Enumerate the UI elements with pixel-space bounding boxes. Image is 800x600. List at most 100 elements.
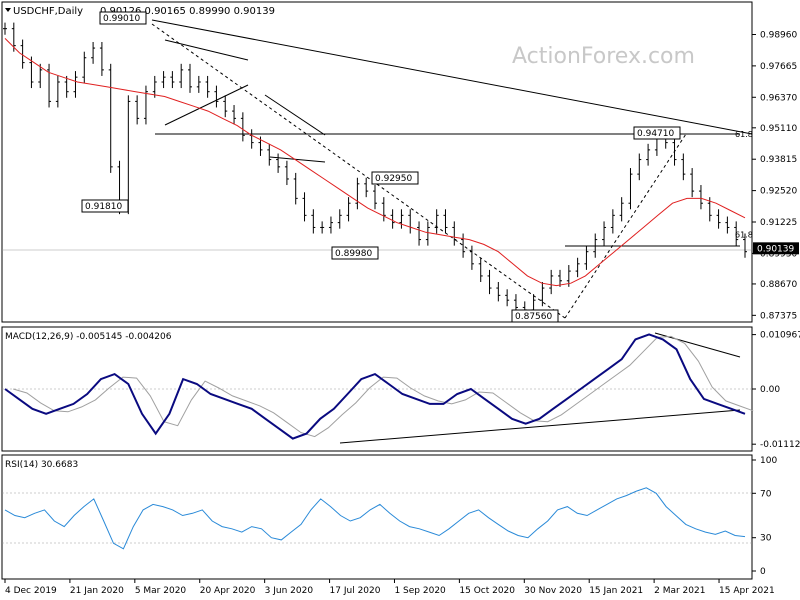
last-price-label: 0.90139 — [757, 244, 794, 254]
price-bar — [496, 282, 501, 302]
price-bar — [170, 71, 175, 89]
price-bar — [373, 185, 377, 210]
price-bar — [610, 209, 615, 234]
x-tick-label: 3 Jun 2020 — [265, 586, 314, 596]
rsi-panel-frame — [1, 454, 753, 580]
price-bar — [549, 269, 554, 295]
price-bar — [584, 245, 589, 270]
price-tick-label: 0.98960 — [760, 30, 797, 40]
price-bar — [540, 282, 545, 307]
price-bar — [452, 221, 457, 246]
price-tick-label: 0.88670 — [760, 280, 797, 290]
price-bar — [734, 221, 739, 246]
price-bar — [311, 209, 316, 234]
price-bar — [99, 42, 104, 76]
price-bar — [29, 56, 34, 89]
price-bar — [602, 221, 607, 246]
x-tick-label: 15 Jan 2021 — [589, 586, 643, 596]
level-annotation: 0.92950 — [371, 171, 419, 185]
price-bar — [487, 269, 492, 295]
price-bar — [417, 221, 422, 246]
price-bar — [179, 63, 184, 89]
x-tick-label: 4 Dec 2019 — [5, 586, 57, 596]
price-tick-label: 0.92520 — [760, 187, 797, 197]
triangle-upper-line — [164, 39, 249, 61]
price-panel-frame — [1, 1, 753, 323]
price-bar — [478, 257, 483, 282]
price-bar — [276, 153, 281, 173]
price-bar — [240, 112, 245, 142]
svg-text:0.89980: 0.89980 — [335, 249, 372, 259]
price-bar — [135, 95, 140, 125]
price-tick-label: 0.97665 — [760, 62, 797, 72]
price-bar — [293, 172, 298, 205]
price-bar — [637, 153, 642, 181]
price-bar — [461, 233, 466, 258]
x-tick-label: 15 Oct 2020 — [459, 586, 515, 596]
price-bar — [381, 197, 386, 222]
price-bar — [320, 221, 325, 234]
price-annotations: 0.99010 0.91810 0.92950 0.89980 0.87560 0.947… — [81, 11, 753, 323]
moving-average-line — [4, 38, 746, 287]
price-bar — [223, 95, 228, 118]
price-bar — [364, 177, 369, 198]
level-annotation: 0.99010 — [99, 11, 147, 25]
dropdown-triangle-icon[interactable] — [5, 8, 11, 12]
rsi-line — [4, 487, 746, 550]
price-bar — [284, 160, 289, 186]
price-bar — [434, 209, 439, 234]
price-bar — [725, 216, 730, 234]
svg-text:0.94710: 0.94710 — [637, 129, 674, 139]
price-bar — [38, 63, 43, 89]
wedge-lower-line — [269, 156, 326, 163]
price-bar — [73, 71, 78, 98]
price-bar — [161, 71, 166, 89]
x-tick-label: 30 Nov 2020 — [524, 586, 582, 596]
level-annotation: 0.87560 — [511, 309, 559, 323]
long-downtrend-line — [151, 19, 753, 135]
price-bar — [575, 257, 580, 278]
price-tick-label: 0.95110 — [760, 124, 797, 134]
price-bar — [390, 209, 395, 229]
price-bar — [55, 75, 60, 108]
price-bar — [82, 51, 87, 84]
price-bar — [337, 209, 342, 229]
price-bar — [443, 209, 448, 234]
wedge-upper-line — [264, 94, 326, 136]
symbol-label: USDCHF,Daily — [13, 6, 83, 17]
price-bar — [698, 185, 703, 210]
dashed-channel-up[interactable] — [564, 133, 687, 319]
price-axis: 0.98960 0.97665 0.96370 0.95110 0.93815 0.925… — [752, 30, 799, 321]
x-tick-label: 15 Apr 2021 — [719, 586, 775, 596]
x-tick-label: 2 Mar 2021 — [654, 586, 705, 596]
price-bar — [64, 75, 69, 98]
dashed-channel-down[interactable] — [151, 23, 566, 319]
price-bar — [205, 75, 210, 98]
price-bar — [3, 22, 7, 35]
rsi-axis: 100 70 30 0 — [752, 456, 777, 577]
price-bar — [232, 105, 237, 125]
svg-text:0.91810: 0.91810 — [85, 202, 122, 212]
triangle-lower-line — [164, 84, 249, 126]
rsi-tick-label: 70 — [760, 489, 772, 499]
price-bar — [91, 42, 96, 64]
svg-text:0.87560: 0.87560 — [515, 312, 552, 322]
price-bar — [619, 197, 624, 222]
price-bar — [425, 221, 430, 246]
price-bar — [672, 136, 677, 166]
rsi-tick-label: 100 — [760, 456, 777, 466]
rsi-title: RSI(14) 30.6683 — [5, 460, 78, 470]
x-tick-label: 1 Sep 2020 — [394, 586, 446, 596]
price-bar — [267, 143, 272, 166]
price-tick-label: 0.93815 — [760, 155, 797, 165]
macd-tick-label: -0.011127 — [760, 440, 800, 450]
macd-line — [4, 333, 746, 440]
svg-text:0.99010: 0.99010 — [103, 14, 140, 24]
price-bar — [143, 85, 148, 125]
fib-label: 61.8 — [735, 130, 753, 139]
price-bar — [593, 233, 598, 258]
price-bar — [188, 63, 192, 93]
price-bar — [47, 63, 52, 108]
price-tick-label: 0.96370 — [760, 93, 797, 103]
